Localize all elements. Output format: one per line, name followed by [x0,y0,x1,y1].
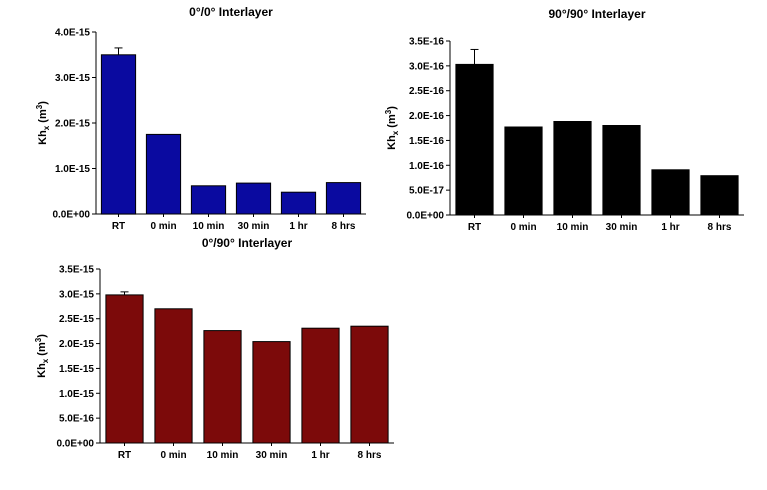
y-tick-label: 1.5E-15 [59,364,94,375]
y-tick-label: 1.0E-16 [409,161,444,172]
x-tick-label: RT [112,221,125,232]
bar-rt [455,63,494,216]
x-tick-label: 1 hr [311,450,329,461]
bar-30-min [235,182,272,215]
bar-1-hr [301,327,340,444]
bar-0-min [145,133,182,215]
x-tick-label: 10 min [207,450,239,461]
y-tick-label: 3.5E-15 [59,265,94,276]
y-tick-label: 2.0E-15 [59,339,94,350]
bar-30-min [602,125,641,216]
bar-rt [105,294,144,444]
chart-title: 90°/90° Interlayer [549,7,646,21]
chart-title: 0°/90° Interlayer [202,236,293,250]
x-tick-label: 30 min [256,450,288,461]
bar-8-hrs [700,175,739,216]
x-tick-label: 30 min [238,221,270,232]
bar-1-hr [651,169,690,216]
y-tick-label: 1.5E-16 [409,136,444,147]
y-tick-label: 1.0E-15 [55,164,90,175]
bar-8-hrs [325,182,362,215]
x-tick-label: 8 hrs [708,222,732,233]
y-axis-label: Khx (m3) [35,101,51,145]
y-tick-label: 2.0E-16 [409,111,444,122]
y-tick-label: 3.0E-15 [55,73,90,84]
x-tick-label: 1 hr [661,222,679,233]
x-tick-label: 30 min [606,222,638,233]
y-tick-label: 0.0E+00 [52,210,90,221]
y-axis-label: Khx (m3) [34,334,50,378]
y-axis-label: Khx (m3) [384,106,400,150]
y-tick-label: 0.0E+00 [56,439,94,450]
x-tick-label: 0 min [150,221,176,232]
y-tick-label: 3.5E-16 [409,37,444,48]
chart-panel-2: 90°/90° Interlayer RT 0 min 10 min 30 min 1 h… [384,7,744,233]
bar-0-min [504,126,543,216]
bar-10-min [190,185,227,215]
y-tick-label: 5.0E-16 [59,414,94,425]
chart-panel-1: 0°/0° Interlayer RT 0 min 10 min 30 min 1 hr 8… [35,5,366,232]
x-tick-label: 8 hrs [358,450,382,461]
x-tick-label: RT [468,222,481,233]
y-tick-label: 3.0E-16 [409,61,444,72]
bar-0-min [154,308,193,444]
bar-10-min [553,121,592,216]
x-tick-label: 1 hr [289,221,307,232]
bar-1-hr [280,191,317,215]
x-tick-label: 10 min [557,222,589,233]
y-tick-label: 0.0E+00 [406,211,444,222]
y-tick-label: 4.0E-15 [55,28,90,39]
y-tick-label: 5.0E-17 [409,186,444,197]
x-tick-label: 0 min [510,222,536,233]
y-tick-label: 2.5E-16 [409,86,444,97]
bar-8-hrs [350,325,389,444]
x-tick-label: 10 min [193,221,225,232]
bar-rt [100,54,137,215]
y-tick-label: 2.5E-15 [59,314,94,325]
chart-title: 0°/0° Interlayer [189,5,273,19]
bar-10-min [203,330,242,444]
x-tick-label: RT [118,450,131,461]
chart-panel-3: 0°/90° Interlayer RT 0 min 10 min 30 min 1 hr… [34,236,394,461]
y-tick-label: 3.0E-15 [59,289,94,300]
x-tick-label: 0 min [160,450,186,461]
y-tick-label: 2.0E-15 [55,119,90,130]
y-tick-label: 1.0E-15 [59,389,94,400]
x-tick-label: 8 hrs [332,221,356,232]
bar-30-min [252,341,291,444]
